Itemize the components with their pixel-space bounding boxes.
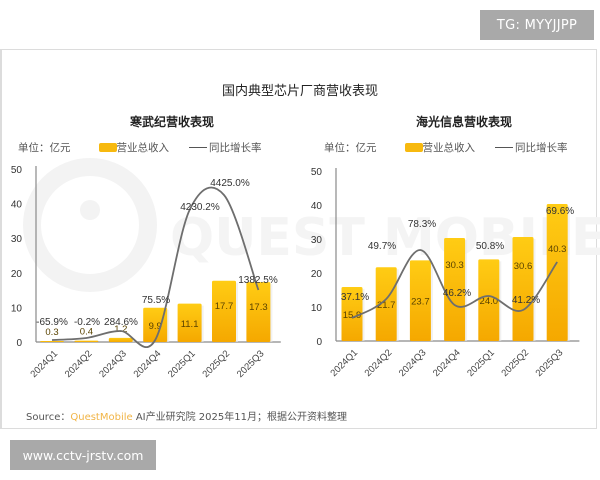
svg-text:2024Q4: 2024Q4 [431,347,463,379]
svg-text:17.3: 17.3 [249,302,268,313]
svg-text:2024Q3: 2024Q3 [397,347,429,379]
svg-text:0.3: 0.3 [45,327,58,338]
svg-text:1.2: 1.2 [114,324,127,335]
svg-text:75.5%: 75.5% [142,295,170,306]
svg-text:1382.5%: 1382.5% [238,275,278,286]
svg-text:46.2%: 46.2% [443,288,471,299]
svg-text:50.8%: 50.8% [476,241,504,252]
svg-text:4425.0%: 4425.0% [210,178,250,189]
legend-bar-label: 营业总收入 [422,142,476,154]
source-prefix: Source： [26,412,71,423]
svg-text:41.2%: 41.2% [512,295,540,306]
svg-text:30.3: 30.3 [445,260,464,271]
bar-swatch-icon [404,143,423,152]
svg-text:2024Q3: 2024Q3 [97,348,129,380]
svg-text:10: 10 [311,303,323,314]
svg-text:2025Q2: 2025Q2 [200,348,232,380]
chart-title-cambricon: 寒武纪营收表现 [129,115,214,129]
svg-text:24.0: 24.0 [480,296,499,307]
charts-svg: QUEST MOBILE010203040500.32024Q10.42024Q… [11,158,600,380]
svg-text:-65.9%: -65.9% [36,317,68,328]
svg-text:2025Q1: 2025Q1 [166,348,198,380]
svg-text:40: 40 [311,201,323,212]
line-swatch-icon [189,146,207,149]
svg-text:30.6: 30.6 [514,261,533,272]
svg-text:49.7%: 49.7% [368,241,396,252]
svg-text:2025Q3: 2025Q3 [235,348,267,380]
svg-text:2025Q3: 2025Q3 [534,347,566,379]
watermark-badge-bottom: www.cctv-jrstv.com [10,440,156,470]
unit-label: 单位：亿元 [18,142,71,154]
svg-text:2024Q2: 2024Q2 [63,348,95,380]
svg-text:37.1%: 37.1% [341,292,369,303]
legend-hygon: 单位：亿元 营业总收入 同比增长率 [324,140,568,155]
chart-card [0,49,597,429]
svg-text:2024Q4: 2024Q4 [132,348,164,380]
svg-text:20: 20 [11,269,23,280]
svg-text:284.6%: 284.6% [104,317,138,328]
svg-text:69.6%: 69.6% [546,206,574,217]
bar-swatch-icon [98,143,117,152]
legend-bar-label: 营业总收入 [116,142,170,154]
unit-label: 单位：亿元 [324,142,377,154]
svg-text:23.7: 23.7 [411,297,430,308]
source-note: Source：QuestMobile AI产业研究院 2025年11月；根据公开… [26,408,347,423]
svg-text:2025Q1: 2025Q1 [465,347,497,379]
svg-text:40: 40 [11,200,23,211]
svg-text:2024Q2: 2024Q2 [363,347,395,379]
legend-line-label: 同比增长率 [209,142,262,154]
svg-text:30: 30 [311,235,323,246]
source-brand: QuestMobile [70,412,133,423]
svg-text:2025Q2: 2025Q2 [499,347,531,379]
svg-text:9.9: 9.9 [149,321,162,332]
svg-text:40.3: 40.3 [548,244,567,255]
svg-text:15.9: 15.9 [343,310,362,321]
svg-text:50: 50 [11,165,23,176]
svg-text:2024Q1: 2024Q1 [328,347,360,379]
line-swatch-icon [495,146,513,149]
svg-text:-0.2%: -0.2% [74,317,100,328]
svg-text:0: 0 [16,338,22,349]
svg-text:10: 10 [11,303,23,314]
svg-text:4230.2%: 4230.2% [180,202,220,213]
svg-text:0: 0 [316,337,322,348]
svg-text:30: 30 [11,234,23,245]
svg-text:50: 50 [311,167,323,178]
svg-text:20: 20 [311,269,323,280]
chart-title-hygon: 海光信息营收表现 [415,115,512,129]
watermark-badge-top: TG: MYYJJPP [480,10,594,40]
source-suffix: AI产业研究院 2025年11月；根据公开资料整理 [132,412,347,423]
svg-text:78.3%: 78.3% [408,219,436,230]
svg-text:17.7: 17.7 [215,301,234,312]
legend-line-label: 同比增长率 [515,142,568,154]
svg-text:21.7: 21.7 [377,300,396,311]
legend-cambricon: 单位：亿元 营业总收入 同比增长率 [18,140,262,155]
svg-text:0.4: 0.4 [80,327,93,338]
svg-text:11.1: 11.1 [181,319,199,330]
svg-text:2024Q1: 2024Q1 [28,348,60,380]
page-title: 国内典型芯片厂商营收表现 [221,84,378,99]
